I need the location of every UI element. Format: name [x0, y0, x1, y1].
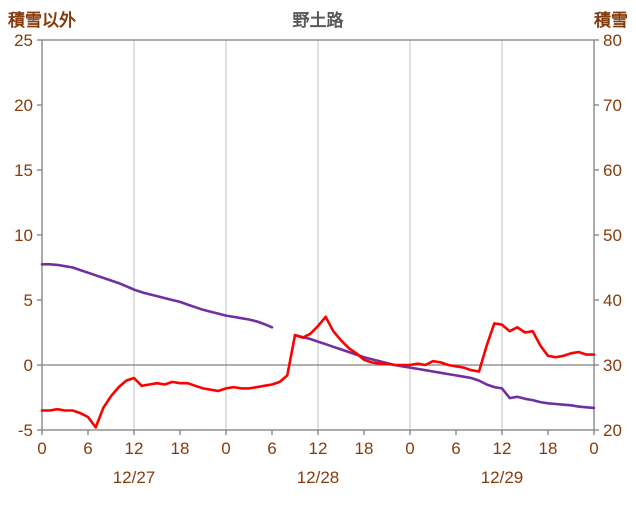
x-hour-label: 12	[309, 439, 328, 458]
right-tick-label: 60	[603, 161, 622, 180]
x-hour-label: 18	[355, 439, 374, 458]
x-hour-label: 0	[221, 439, 230, 458]
x-hour-label: 0	[589, 439, 598, 458]
right-tick-label: 20	[603, 421, 622, 440]
x-day-label: 12/27	[113, 468, 156, 487]
left-tick-label: 5	[24, 291, 33, 310]
x-hour-label: 12	[493, 439, 512, 458]
x-hour-label: 0	[37, 439, 46, 458]
right-tick-label: 70	[603, 96, 622, 115]
right-tick-label: 80	[603, 31, 622, 50]
x-hour-label: 6	[451, 439, 460, 458]
right-tick-label: 30	[603, 356, 622, 375]
left-tick-label: -5	[18, 421, 33, 440]
x-hour-label: 6	[83, 439, 92, 458]
right-tick-label: 50	[603, 226, 622, 245]
x-day-label: 12/28	[297, 468, 340, 487]
x-hour-label: 18	[171, 439, 190, 458]
x-hour-label: 6	[267, 439, 276, 458]
purple-series-right-axis-line	[40, 263, 596, 410]
red-series-left-axis-line	[40, 315, 596, 429]
chart-title: 野土路	[292, 11, 344, 30]
left-tick-label: 0	[24, 356, 33, 375]
right-tick-label: 40	[603, 291, 622, 310]
left-tick-label: 10	[14, 226, 33, 245]
x-hour-label: 18	[539, 439, 558, 458]
x-day-label: 12/29	[481, 468, 524, 487]
x-hour-label: 0	[405, 439, 414, 458]
left-axis-title: 積雪以外	[8, 11, 76, 30]
left-tick-label: 20	[14, 96, 33, 115]
left-tick-label: 15	[14, 161, 33, 180]
left-tick-label: 25	[14, 31, 33, 50]
x-hour-label: 12	[125, 439, 144, 458]
right-axis-title: 積雪	[594, 11, 628, 30]
